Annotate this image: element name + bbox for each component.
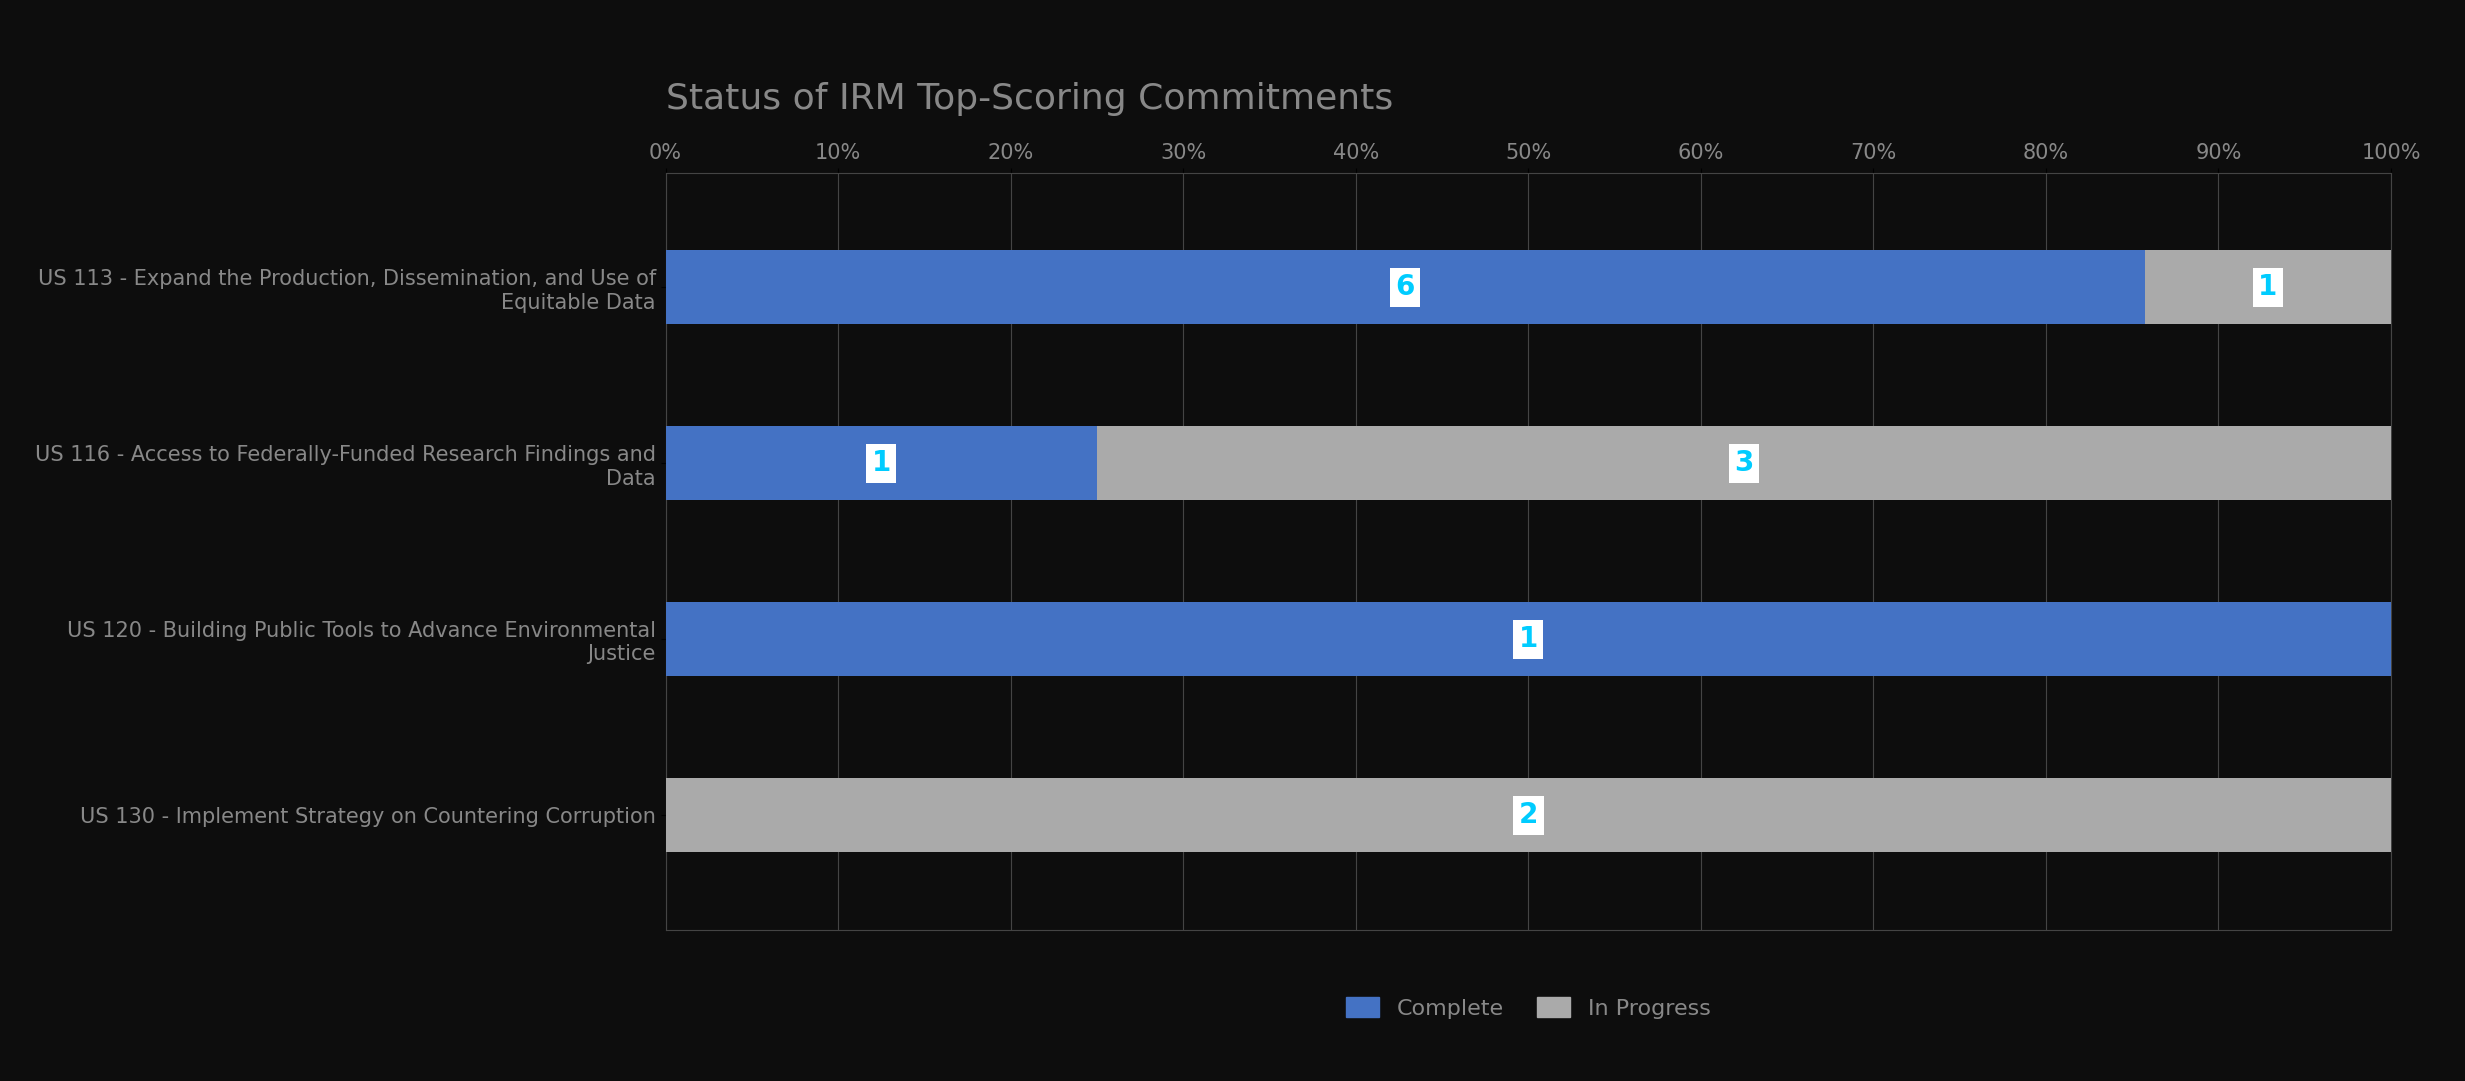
Bar: [2145, 251, 2391, 324]
Text: 3: 3: [1735, 450, 1753, 478]
Bar: [666, 251, 2145, 324]
Text: Status of IRM Top-Scoring Commitments: Status of IRM Top-Scoring Commitments: [666, 81, 1393, 116]
Text: 1: 1: [1518, 625, 1538, 653]
Text: 1: 1: [873, 450, 890, 478]
Legend: Complete, In Progress: Complete, In Progress: [1331, 984, 1726, 1032]
Bar: [666, 426, 1097, 501]
Text: 6: 6: [1395, 273, 1415, 302]
Text: 2: 2: [1518, 801, 1538, 829]
Text: 1: 1: [2258, 273, 2278, 302]
Bar: [666, 602, 2391, 677]
Bar: [1097, 426, 2391, 501]
Bar: [666, 778, 2391, 852]
